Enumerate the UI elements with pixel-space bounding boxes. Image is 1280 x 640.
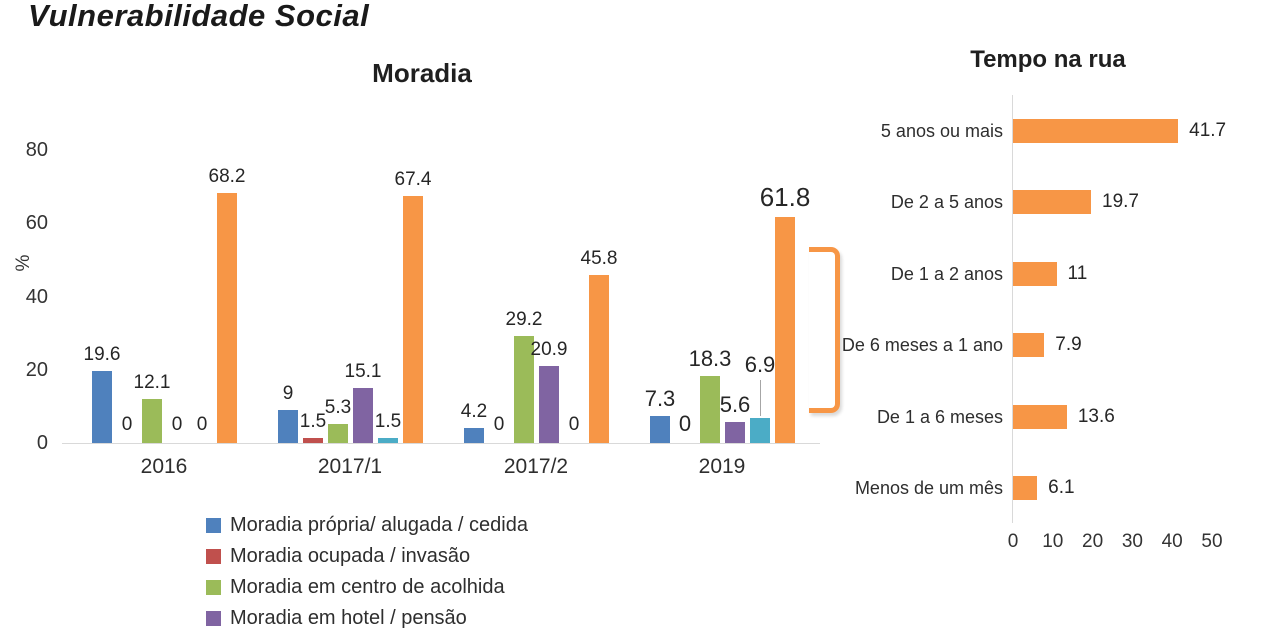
moradia-bar-label: 1.5 <box>374 410 402 432</box>
moradia-chart-title: Moradia <box>372 58 472 88</box>
legend-swatch <box>206 610 221 626</box>
tempo-x-tick-label: 20 <box>1082 531 1104 552</box>
moradia-bar-label: 9 <box>282 383 294 405</box>
moradia-y-tick-label: 40 <box>25 285 48 308</box>
tempo-category-label: 5 anos ou mais <box>880 121 1003 141</box>
legend-label: Moradia em hotel / pensão <box>230 606 467 629</box>
moradia-bar <box>775 216 795 443</box>
moradia-bar <box>464 427 484 443</box>
legend-label: Moradia ocupada / invasão <box>230 544 471 567</box>
tempo-bar-label: 11 <box>1067 262 1088 284</box>
moradia-bar-label: 67.4 <box>394 169 432 191</box>
tempo-bar <box>1013 333 1045 358</box>
moradia-bar-label: 5.6 <box>719 392 751 418</box>
legend-swatch <box>206 517 221 533</box>
moradia-plot-area: 0 20 40 60 80 2016 2017/1 2017/2 2019 19.6 9 4.2 7.3… <box>25 139 820 478</box>
moradia-bar-label: 19.6 <box>83 344 121 366</box>
moradia-y-tick-label: 0 <box>36 432 48 454</box>
moradia-bar-label: 0 <box>171 414 183 435</box>
tempo-category-label: De 1 a 2 anos <box>890 263 1003 284</box>
tempo-category-label: Menos de um mês <box>854 478 1003 498</box>
highlight-bracket <box>809 247 840 413</box>
tempo-x-tick-label: 40 <box>1161 531 1183 552</box>
moradia-y-tick-label: 60 <box>25 212 48 235</box>
moradia-bar <box>278 410 298 443</box>
legend-label: Moradia própria/ alugada / cedida <box>230 513 528 536</box>
moradia-bar-label: 0 <box>678 411 692 436</box>
moradia-bar-label: 0 <box>568 414 580 435</box>
legend-item: Moradia em centro de acolhida <box>206 575 528 599</box>
moradia-bar-label: 15.1 <box>344 360 382 382</box>
tempo-x-tick-label: 30 <box>1121 531 1143 552</box>
moradia-bar <box>589 275 609 443</box>
moradia-bar-label: 4.2 <box>460 400 488 422</box>
tempo-bar <box>1013 119 1179 143</box>
moradia-y-tick-label: 80 <box>25 139 48 161</box>
legend-item: Moradia em hotel / pensão <box>206 606 528 630</box>
tempo-x-tick-label: 50 <box>1201 531 1223 552</box>
moradia-category-label: 2017/2 <box>503 455 569 478</box>
slide-title: Vulnerabilidade Social <box>28 0 370 33</box>
moradia-bar-label: 45.8 <box>580 248 618 270</box>
tempo-bar-label: 13.6 <box>1077 405 1115 427</box>
moradia-bar-label: 18.3 <box>688 345 732 371</box>
tempo-bar-label: 6.1 <box>1048 477 1075 498</box>
tempo-category-label: De 1 a 6 meses <box>876 406 1003 427</box>
moradia-bar-label: 0 <box>493 414 505 435</box>
tempo-x-tick-label: 0 <box>1007 531 1019 552</box>
moradia-bar <box>142 398 162 443</box>
tempo-category-label: De 2 a 5 anos <box>890 192 1003 213</box>
tempo-bar-label: 41.7 <box>1189 120 1227 141</box>
moradia-category-label: 2019 <box>698 455 746 478</box>
tempo-plot-area: 5 anos ou mais 41.7 De 2 a 5 anos 19.7 De 1 … <box>830 0 1280 600</box>
tempo-bar <box>1013 190 1091 215</box>
legend-item: Moradia ocupada / invasão <box>206 544 528 568</box>
moradia-bar <box>700 375 720 443</box>
moradia-bar <box>725 422 745 443</box>
tempo-bar-label: 7.9 <box>1055 334 1082 356</box>
tempo-category-label: De 6 meses a 1 ano <box>841 335 1003 356</box>
legend-label: Moradia em centro de acolhida <box>230 575 505 598</box>
moradia-label-leader-line <box>760 379 761 416</box>
moradia-bar-label: 68.2 <box>208 166 246 188</box>
tempo-bar <box>1013 404 1067 429</box>
moradia-category-label: 2017/1 <box>317 455 383 478</box>
moradia-legend: Moradia própria/ alugada / cedida Moradia… <box>206 513 528 630</box>
tempo-bar <box>1013 261 1057 286</box>
moradia-category-label: 2016 <box>140 455 188 478</box>
moradia-bar-label: 7.3 <box>644 386 676 412</box>
moradia-bar-label: 5.3 <box>324 396 352 418</box>
tempo-y-axis-line <box>1012 95 1013 523</box>
tempo-chart-title: Tempo na rua <box>970 46 1126 73</box>
moradia-bar <box>514 336 534 443</box>
moradia-bar <box>750 417 770 443</box>
moradia-bar-label: 1.5 <box>299 410 327 432</box>
moradia-bar-label: 0 <box>196 414 208 435</box>
moradia-bar-label: 61.8 <box>759 181 811 212</box>
moradia-bar <box>378 437 398 443</box>
moradia-bar <box>92 371 112 443</box>
moradia-bar <box>539 366 559 443</box>
moradia-bar <box>303 437 323 443</box>
tempo-bar-label: 19.7 <box>1102 191 1139 213</box>
moradia-y-tick-label: 20 <box>25 358 48 381</box>
moradia-bar <box>650 416 670 443</box>
legend-swatch <box>206 548 221 564</box>
tempo-x-tick-label: 10 <box>1042 531 1064 552</box>
moradia-bar <box>217 193 237 443</box>
moradia-bar-label: 6.9 <box>744 351 776 377</box>
legend-item: Moradia própria/ alugada / cedida <box>206 513 528 537</box>
moradia-bar <box>328 423 348 443</box>
moradia-bar-label: 12.1 <box>133 371 171 393</box>
moradia-bar <box>353 387 373 443</box>
moradia-bar-label: 0 <box>121 414 133 435</box>
moradia-bar <box>403 196 423 443</box>
moradia-x-axis-line <box>62 443 820 444</box>
legend-swatch <box>206 579 221 595</box>
tempo-bar <box>1013 476 1038 500</box>
moradia-bar-label: 20.9 <box>530 339 568 361</box>
moradia-bar-label: 29.2 <box>505 309 543 331</box>
